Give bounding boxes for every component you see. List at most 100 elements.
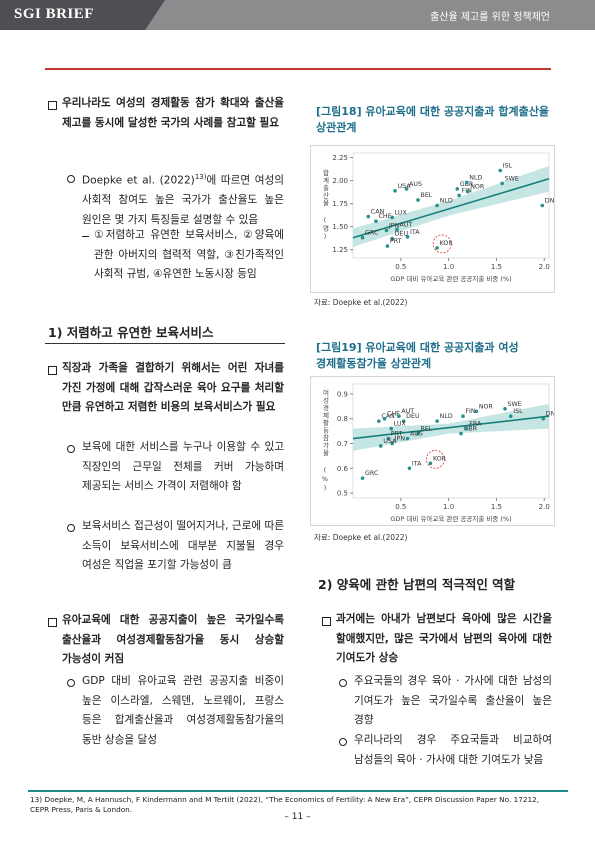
point-label: NLD (440, 198, 453, 205)
point-label: LUX (395, 209, 408, 216)
point-label: NLD (440, 413, 453, 420)
point-label: ITA (410, 229, 420, 236)
x-tick-label: 1.5 (491, 503, 502, 511)
data-point (389, 426, 394, 431)
point-label: CAN (371, 209, 385, 216)
y-tick-label: 0.5 (337, 490, 348, 498)
y-tick-label: 0.7 (337, 440, 348, 448)
point-label: JPN (394, 435, 406, 442)
point-label: CHE (378, 213, 391, 220)
data-point (397, 414, 401, 419)
data-point (500, 181, 504, 186)
point-label: KOR (433, 455, 447, 462)
brand-tab: SGI BRIEF (0, 0, 165, 30)
bullet-text: 과거에는 아내가 남편보다 육아에 많은 시간을 할애했지만, 많은 국가에서 … (336, 613, 552, 664)
footnote-ref: 13) (30, 795, 43, 804)
figure-title: [그림18] 유아교육에 대한 공공지출과 합계출산율 상관관계 (316, 105, 549, 134)
brand: SGI BRIEF (14, 6, 94, 22)
figure-title: [그림19] 유아교육에 대한 공공지출과 여성 경제활동참가율 상관관계 (316, 341, 519, 370)
footnote: 13) Doepke, M, A Hannusch, F Kindermann … (30, 795, 560, 815)
point-label: ISL (513, 408, 523, 415)
point-label: CAN (381, 413, 395, 420)
point-label: GBR (464, 426, 478, 433)
data-point (405, 235, 410, 239)
x-tick-label: 1.0 (443, 263, 454, 271)
point-label: CHE (387, 411, 400, 418)
y-tick-label: 0.9 (337, 390, 348, 398)
point-label: FIN (465, 408, 475, 415)
highlight-ring (432, 234, 452, 254)
trend-line (352, 178, 550, 239)
data-point (382, 416, 387, 421)
point-label: FRA (469, 421, 482, 428)
x-tick-label: 0.5 (395, 263, 406, 271)
y-tick-label: 2.25 (332, 154, 348, 162)
data-point (435, 419, 439, 423)
note-ref: 13) (194, 173, 207, 181)
data-point (360, 476, 365, 480)
bullet-text: 우리나라도 여성의 경제활동 참가 확대와 출산율 제고를 동시에 달성한 국가… (62, 97, 284, 129)
data-point (498, 168, 503, 173)
data-point (508, 414, 513, 419)
x-axis-label: GDP 대비 유아교육 관련 공공지출 비중 (%) (390, 274, 511, 283)
point-label: PRT (391, 431, 403, 438)
data-point (541, 416, 546, 421)
x-axis-label: GDP 대비 유아교육 관련 공공지출 비중 (%) (390, 514, 511, 523)
x-tick-label: 1.0 (443, 503, 454, 511)
section-heading: 1) 저렴하고 유연한 보육서비스 (48, 325, 214, 340)
data-point (461, 414, 465, 419)
footnote-rule (28, 790, 568, 792)
bullet-circle (67, 524, 75, 532)
data-point (384, 228, 389, 233)
y-axis-label: 합계출산율 (명) (321, 168, 329, 241)
bullet-text: 유아교육에 대한 공공지출이 높은 국가일수록 출산율과 여성경제활동참가율 동… (62, 614, 284, 665)
highlight-ring (426, 449, 445, 469)
point-label: KOR (440, 240, 454, 247)
bullet-dash (82, 236, 89, 238)
data-point (393, 188, 397, 193)
x-tick-label: 1.5 (491, 263, 502, 271)
data-point (407, 466, 412, 471)
bullet-circle (67, 445, 75, 453)
sub-text: 주요국들의 경우 육아 · 가사에 대한 남성의 기여도가 높은 국가일수록 출… (354, 675, 552, 726)
figure-source: 자료: Doepke et al.(2022) (314, 533, 408, 542)
data-point (390, 236, 394, 241)
sub-text: 보육서비스 접근성이 떨어지거나, 근로에 따른 소득이 보육서비스에 대부분 … (82, 520, 285, 571)
bullet-text: 직장과 가족을 결합하기 위해서는 어린 자녀를 가진 가정에 대해 갑작스러운… (62, 362, 284, 413)
data-point (465, 189, 470, 194)
data-point (390, 441, 394, 446)
data-point (474, 409, 479, 414)
confidence-band (353, 165, 549, 247)
point-label: NLD (469, 174, 482, 181)
y-tick-label: 0.6 (337, 465, 349, 473)
sub-text: Doepke et al. (2022)13)에 따르면 여성의 사회적 참여도… (82, 168, 284, 230)
chart: 2.25 2.00 1.75 1.50 1.25 0.5 1.0 1.5 2.0 GDP 대비 유… (310, 145, 555, 293)
x-tick-label: 2.0 (539, 263, 550, 271)
data-point (390, 215, 394, 220)
figure-source: 자료: Doepke et al.(2022) (314, 298, 408, 307)
data-point (386, 436, 391, 441)
point-label: ISL (503, 163, 513, 170)
sub-text: 보육에 대한 서비스를 누구나 이용할 수 있고 직장인의 근무일 전체를 커버… (82, 441, 284, 492)
data-point (377, 419, 381, 423)
point-label: BEL (421, 192, 433, 199)
dash-text: ①저렴하고 유연한 보육서비스, ②양육에 관한 아버지의 협력적 역할, ③친… (94, 229, 284, 280)
trend-line (352, 415, 550, 440)
bullet-square (48, 101, 57, 110)
data-point (366, 214, 371, 219)
data-point (455, 187, 460, 191)
y-tick-label: 1.50 (332, 223, 348, 231)
y-tick-label: 0.8 (337, 415, 348, 423)
data-point (464, 426, 469, 431)
data-point (540, 203, 545, 208)
point-label: GRC (365, 470, 379, 477)
point-label: AUS (410, 431, 423, 438)
heading-rule (45, 343, 285, 344)
point-label: SWE (505, 175, 519, 182)
data-point (459, 431, 463, 436)
point-label: USA (383, 438, 397, 445)
bullet-square (322, 617, 331, 626)
chart: 0.9 0.8 0.7 0.6 0.5 0.5 1.0 1.5 2.0 GDP 대비 유아교육 관… (310, 376, 555, 526)
data-point (435, 203, 439, 208)
sub-text: 우리나라의 경우 주요국들과 비교하여 남성들의 육아 · 가사에 대한 기여도… (354, 734, 552, 766)
